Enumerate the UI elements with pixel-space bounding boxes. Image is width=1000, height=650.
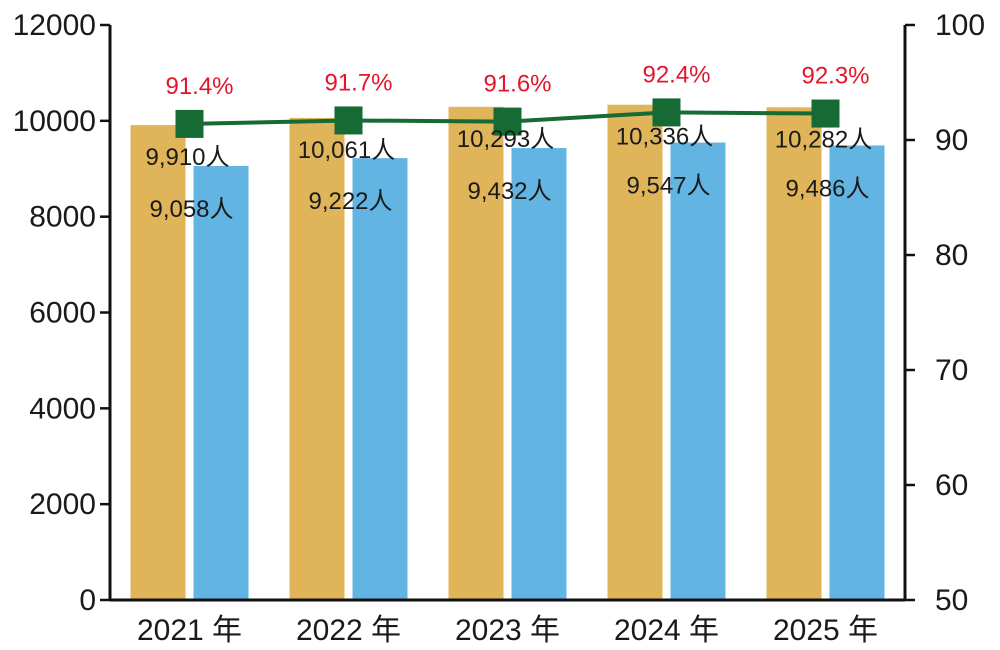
- bar-b-1: [193, 165, 249, 601]
- rate-value-label-4: 92.4%: [642, 61, 710, 88]
- rate-marker-2: [334, 106, 363, 135]
- y-left-tick-label-6: 12000: [13, 9, 96, 42]
- bar-b-value-label-2: 9,222人: [308, 188, 392, 215]
- y-right-tick-label-2: 70: [935, 354, 968, 387]
- bar-a-value-label-4: 10,336人: [616, 124, 713, 151]
- bar-a-2: [289, 117, 345, 601]
- data-labels-layer: 9,910人 9,058人 10,061人 9,222人 10,293人 9,432人 10…: [145, 61, 872, 223]
- bars-layer: [130, 104, 885, 601]
- rate-value-label-3: 91.6%: [483, 71, 551, 98]
- bar-a-value-label-5: 10,282人: [775, 126, 872, 153]
- y-right-tick-label-1: 60: [935, 469, 968, 502]
- bar-a-5: [766, 107, 822, 600]
- y-left-tick-label-3: 6000: [29, 297, 96, 330]
- y-left-tick-label-0: 0: [79, 584, 96, 617]
- bar-b-5: [829, 145, 885, 600]
- bar-b-4: [670, 142, 726, 600]
- y-left-tick-label-4: 8000: [29, 201, 96, 234]
- x-tick-label-3: 2023 年: [455, 614, 560, 647]
- rate-value-label-2: 91.7%: [324, 69, 392, 96]
- y-right-tick-label-5: 100: [935, 9, 985, 42]
- rate-marker-5: [811, 99, 840, 128]
- bar-a-value-label-2: 10,061人: [298, 137, 395, 164]
- y-left-tick-label-5: 10000: [13, 105, 96, 138]
- rate-marker-1: [175, 109, 204, 138]
- rate-line-layer: [175, 98, 840, 138]
- bar-a-1: [130, 125, 186, 600]
- rate-value-label-5: 92.3%: [801, 63, 869, 90]
- rate-value-label-1: 91.4%: [165, 73, 233, 100]
- bar-b-value-label-3: 9,432人: [467, 178, 551, 205]
- bar-b-value-label-4: 9,547人: [626, 173, 710, 200]
- bar-b-2: [352, 158, 408, 601]
- rate-marker-3: [493, 107, 522, 136]
- y-left-tick-label-1: 2000: [29, 488, 96, 521]
- bar-a-value-label-3: 10,293人: [457, 126, 554, 153]
- y-right-tick-label-4: 90: [935, 124, 968, 157]
- bar-a-3: [448, 106, 504, 600]
- bar-a-4: [607, 104, 663, 600]
- x-tick-label-5: 2025 年: [773, 614, 878, 647]
- rate-marker-4: [652, 98, 681, 127]
- axes-layer: 2021 年 2022 年 2023 年 2024 年 2025 年 0 2000 4000 6…: [13, 9, 986, 647]
- bar-b-3: [511, 148, 567, 601]
- x-tick-label-4: 2024 年: [614, 614, 719, 647]
- bar-a-value-label-1: 9,910人: [145, 144, 229, 171]
- x-tick-label-1: 2021 年: [137, 614, 242, 647]
- y-right-tick-label-3: 80: [935, 239, 968, 272]
- bar-b-value-label-1: 9,058人: [149, 196, 233, 223]
- y-right-tick-label-0: 50: [935, 584, 968, 617]
- x-tick-label-2: 2022 年: [296, 614, 401, 647]
- bar-b-value-label-5: 9,486人: [785, 175, 869, 202]
- y-left-tick-label-2: 4000: [29, 392, 96, 425]
